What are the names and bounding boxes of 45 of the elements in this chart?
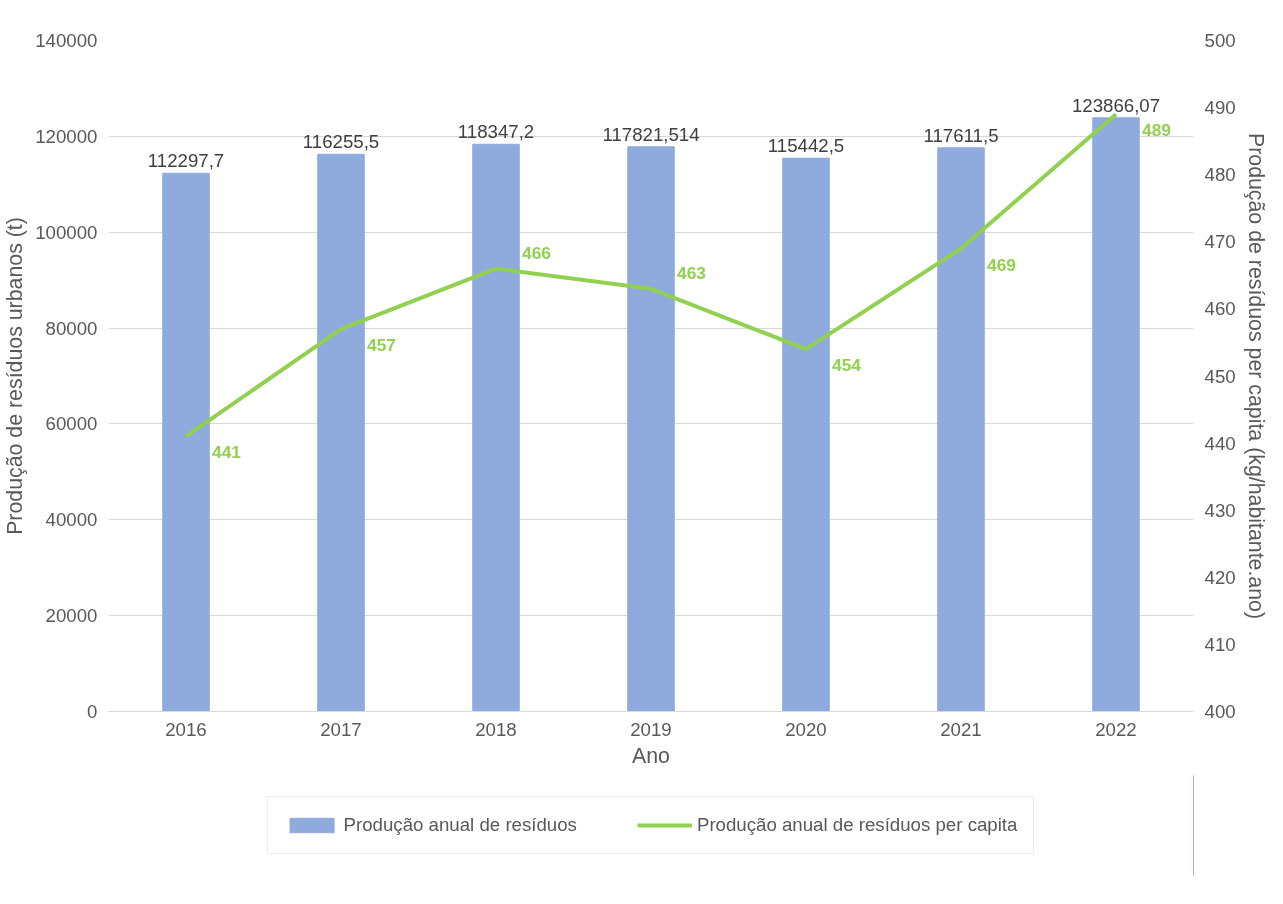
y-tick-label: 100000 — [35, 221, 98, 243]
data-label: 469 — [987, 254, 1016, 275]
legend-label: Produção anual de resíduos per capita — [696, 813, 1018, 837]
x-tick-label: 2018 — [475, 718, 517, 740]
y2-tick-label: 480 — [1204, 164, 1236, 186]
x-tick-label: 2022 — [1095, 718, 1137, 740]
x-tick-label: 2019 — [630, 718, 672, 740]
data-label: 116255,5 — [302, 131, 380, 153]
data-label: 457 — [367, 335, 396, 356]
data-label: 454 — [832, 355, 862, 376]
x-tick-label: 2021 — [940, 718, 982, 740]
y-tick-label: 40000 — [45, 509, 98, 531]
y-axis-title: Produção de resíduos urbanos (t) — [3, 217, 28, 535]
y2-tick-label: 410 — [1204, 633, 1236, 655]
y-tick-label: 60000 — [45, 413, 98, 435]
y2-tick-label: 490 — [1204, 97, 1236, 119]
data-label: 463 — [677, 262, 707, 283]
data-label: 117611,5 — [923, 124, 999, 146]
y-tick-label: 20000 — [45, 605, 98, 627]
data-label: 466 — [522, 242, 552, 263]
y-tick-label: 140000 — [35, 30, 98, 51]
y-tick-label: 80000 — [45, 317, 98, 339]
data-label: 123866,07 — [1071, 94, 1161, 116]
y2-tick-label: 470 — [1204, 231, 1236, 253]
y2-tick-label: 440 — [1204, 432, 1236, 454]
data-label: 118347,2 — [457, 121, 535, 143]
x-tick-label: 2017 — [320, 718, 362, 740]
x-tick-label: 2016 — [165, 718, 207, 740]
y2-tick-label: 460 — [1204, 298, 1236, 320]
x-axis-title: Ano — [632, 743, 670, 768]
y2-tick-label: 400 — [1204, 701, 1236, 722]
y2-axis-title: Produção de resíduos per capita (kg/habitante.ano) — [1243, 132, 1268, 620]
x-tick-label: 2020 — [785, 718, 827, 740]
y2-tick-label: 450 — [1204, 365, 1236, 387]
y-tick-label: 120000 — [35, 125, 98, 147]
y2-tick-label: 430 — [1204, 499, 1236, 521]
data-label: 441 — [212, 442, 242, 463]
y2-tick-label: 420 — [1204, 566, 1236, 588]
legend-label: Produção anual de resíduos — [343, 813, 577, 837]
data-label: 115442,5 — [767, 135, 845, 157]
data-label: 112297,7 — [147, 150, 225, 172]
data-label: 117821,514 — [602, 123, 700, 145]
y2-tick-label: 500 — [1204, 30, 1236, 51]
data-label: 489 — [1142, 120, 1171, 141]
y-tick-label: 0 — [87, 701, 98, 722]
